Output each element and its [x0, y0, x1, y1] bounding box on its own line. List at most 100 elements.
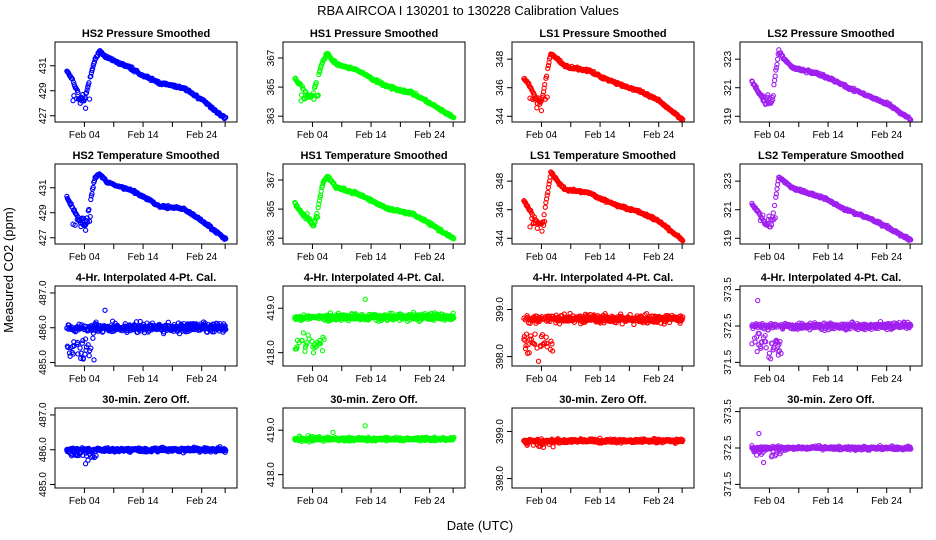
y-tick-label: 419.0 [266, 295, 277, 320]
x-tick-label: Feb 14 [355, 130, 387, 141]
panel-2-2: 4-Hr. Interpolated 4-Pt. Cal.398.0399.0F… [495, 272, 695, 385]
x-tick-label: Feb 14 [812, 130, 844, 141]
data-point [222, 446, 228, 453]
data-point [77, 100, 83, 106]
x-tick-label: Feb 24 [414, 374, 446, 385]
x-tick-label: Feb 14 [584, 252, 616, 263]
data-point [539, 332, 546, 338]
data-point [91, 357, 97, 363]
panel-title: LS1 Pressure Smoothed [539, 28, 666, 40]
y-tick-label: 323 [723, 50, 734, 67]
data-point [527, 224, 533, 230]
data-point [72, 222, 78, 228]
data-point [777, 338, 783, 345]
y-tick-label: 487.0 [38, 280, 49, 305]
x-tick-label: Feb 04 [69, 130, 101, 141]
data-point [65, 344, 71, 351]
data-point [534, 225, 540, 231]
data-point [766, 350, 773, 356]
data-point [680, 238, 686, 244]
data-point [299, 338, 305, 344]
y-tick-label: 399.0 [495, 297, 506, 322]
data-point [85, 342, 91, 348]
y-tick-label: 487.0 [38, 402, 49, 427]
plot-frame [739, 163, 923, 245]
data-point [126, 323, 132, 329]
data-points [749, 47, 914, 123]
data-point [770, 210, 776, 216]
data-point [542, 204, 548, 210]
data-point [763, 339, 769, 345]
data-point [540, 92, 546, 98]
data-point [584, 317, 591, 323]
panel-title: 4-Hr. Interpolated 4-Pt. Cal. [533, 272, 674, 284]
x-tick-label: Feb 24 [186, 130, 218, 141]
data-point [299, 83, 305, 89]
x-tick-label: Feb 24 [186, 496, 218, 507]
data-point [341, 316, 347, 322]
y-tick-label: 429 [38, 204, 49, 221]
data-point [309, 338, 315, 344]
data-point [90, 184, 96, 191]
x-tick-label: Feb 04 [526, 130, 558, 141]
y-tick-label: 398.0 [495, 466, 506, 491]
x-tick-label: Feb 14 [584, 374, 616, 385]
data-point [545, 65, 551, 72]
data-point [83, 218, 90, 224]
data-points [749, 174, 914, 243]
y-tick-label: 367 [266, 49, 277, 66]
data-points [64, 444, 229, 467]
x-tick-label: Feb 14 [127, 374, 159, 385]
data-point [410, 309, 417, 316]
data-point [762, 332, 768, 339]
data-point [531, 341, 538, 347]
data-point [525, 342, 531, 348]
data-points [521, 169, 686, 244]
panel-title: HS1 Pressure Smoothed [310, 28, 438, 40]
plot-frame [739, 285, 923, 367]
plot-frame [282, 285, 466, 367]
data-point [772, 73, 778, 79]
data-point [760, 212, 766, 218]
data-point [522, 345, 529, 352]
x-tick-label: Feb 04 [526, 252, 558, 263]
y-tick-label: 365 [266, 200, 277, 217]
panel-title: 30-min. Zero Off. [102, 394, 189, 406]
data-point [312, 219, 318, 225]
data-point [321, 315, 327, 321]
data-point [450, 436, 456, 443]
data-points [292, 173, 457, 242]
x-tick-label: Feb 24 [414, 252, 446, 263]
data-point [74, 339, 81, 346]
data-point [754, 348, 760, 355]
x-tick-label: Feb 04 [69, 374, 101, 385]
data-point [321, 336, 327, 342]
panel-2-0: 4-Hr. Interpolated 4-Pt. Cal.485.0486.04… [38, 272, 238, 385]
y-tick-label: 431 [38, 179, 49, 196]
y-tick-label: 319 [723, 108, 734, 125]
plot-frame [282, 163, 466, 245]
data-point [102, 307, 108, 313]
data-point [362, 423, 368, 429]
plot-frame [54, 407, 238, 489]
y-tick-label: 365 [266, 78, 277, 95]
y-tick-label: 427 [38, 107, 49, 124]
panel-title: 30-min. Zero Off. [330, 394, 417, 406]
data-point [362, 296, 368, 302]
y-tick-label: 323 [723, 172, 734, 189]
x-tick-label: Feb 04 [754, 252, 786, 263]
data-point [544, 344, 550, 350]
y-tick-label: 427 [38, 229, 49, 246]
data-point [78, 355, 84, 362]
data-point [771, 77, 778, 84]
data-point [451, 114, 457, 121]
data-point [223, 114, 229, 121]
data-point [774, 61, 780, 68]
plot-frame [54, 41, 238, 123]
y-tick-label: 372.5 [723, 313, 734, 338]
y-tick-label: 399.0 [495, 419, 506, 444]
plot-frame [511, 163, 695, 245]
